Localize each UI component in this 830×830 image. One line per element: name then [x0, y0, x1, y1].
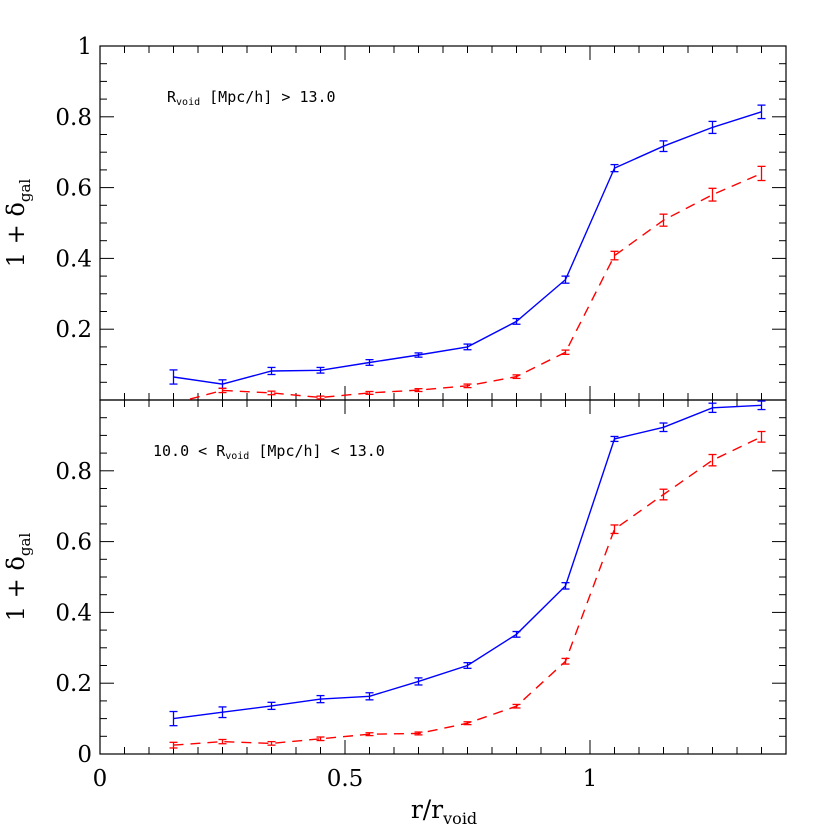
y-tick-label: 0.8: [55, 105, 92, 131]
y-tick-label: 0.6: [55, 176, 92, 202]
series-line-red: [173, 436, 762, 746]
y-tick-label: 0.4: [55, 600, 92, 626]
y-tick-label: 0.2: [55, 317, 92, 343]
axes-layer: [99, 45, 787, 755]
series-line-red: [183, 172, 762, 400]
panel-annotation-part: [Mpc/h] < 13.0: [249, 442, 384, 460]
panel-annotation-part: [Mpc/h] > 13.0: [200, 88, 335, 106]
x-axis-label: r/rvoid: [411, 795, 477, 828]
y-tick-label: 0: [77, 742, 92, 768]
y-axis-label: 1 + δgal: [2, 533, 34, 622]
panel-annotation: 10.0 < Rvoid [Mpc/h] < 13.0: [153, 442, 385, 462]
panel-annotation-part: void: [225, 451, 249, 462]
x-axis-label-sub: void: [442, 809, 477, 828]
y-tick-label: 0.4: [55, 246, 92, 272]
y-axis-label-sub: gal: [16, 533, 34, 557]
y-tick-label: 0.8: [55, 459, 92, 485]
panel-series-top: [169, 104, 766, 400]
panel-annotation-part: void: [176, 97, 200, 108]
panel-annotation-part: R: [167, 88, 177, 106]
y-axis-label: 1 + δgal: [2, 179, 34, 268]
x-tick-label: 0.5: [327, 766, 364, 792]
y-axis-label-main: 1 + δ: [2, 556, 30, 621]
y-axis-label-sub: gal: [16, 179, 34, 203]
series-line-blue: [173, 111, 762, 385]
y-tick-label: 0.6: [55, 530, 92, 556]
x-axis-label-main: r/r: [411, 795, 443, 824]
panel-annotation: Rvoid [Mpc/h] > 13.0: [167, 88, 336, 108]
x-tick-label: 0: [93, 766, 108, 792]
x-tick-label: 1: [583, 766, 598, 792]
y-tick-label: 0.2: [55, 671, 92, 697]
y-axis-label-main: 1 + δ: [2, 202, 30, 267]
y-tick-label: 1: [77, 34, 92, 60]
panel-series-bottom: [169, 400, 766, 749]
series-layer: [169, 104, 766, 749]
panel-annotation-part: 10.0 < R: [153, 442, 226, 460]
